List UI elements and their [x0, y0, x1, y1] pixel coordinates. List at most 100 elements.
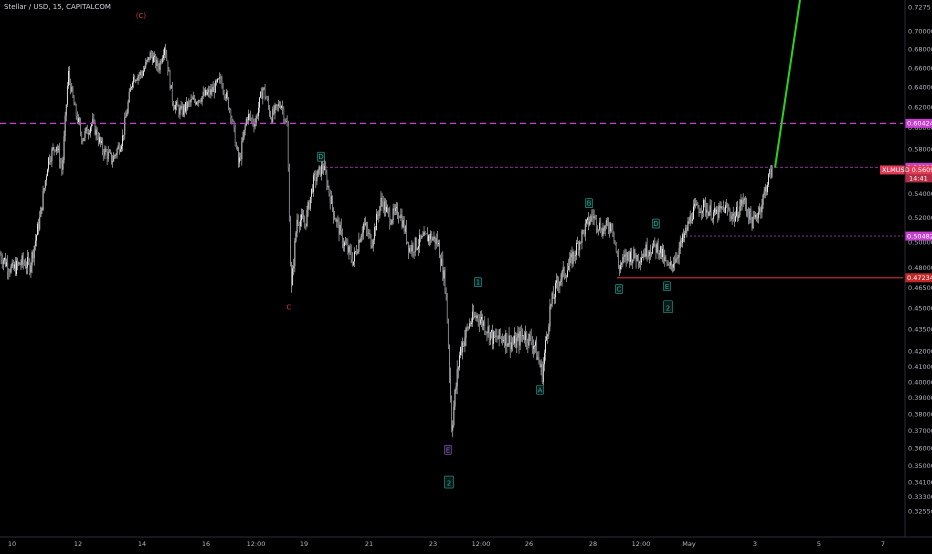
candle-body	[116, 155, 117, 156]
candle-body	[446, 292, 447, 294]
candle-body	[671, 262, 672, 265]
candle-body	[563, 267, 564, 271]
candle-body	[741, 200, 742, 206]
candle-body	[681, 240, 682, 243]
candle-body	[586, 220, 587, 224]
candle-body	[682, 234, 683, 243]
candle-body	[398, 217, 399, 218]
candle-body	[439, 243, 440, 258]
candle-body	[611, 224, 612, 230]
candle-body	[44, 188, 45, 191]
candle-body	[149, 57, 150, 60]
wave-label: 1	[475, 278, 482, 287]
candle-body	[399, 218, 400, 219]
candle-body	[577, 243, 578, 244]
candle-body	[138, 76, 139, 80]
candle-body	[34, 246, 35, 258]
candle-body	[311, 189, 312, 197]
candle-body	[402, 215, 403, 228]
candle-body	[696, 204, 697, 205]
candle-body	[182, 106, 183, 115]
candle-body	[272, 109, 273, 122]
candle-body	[322, 165, 323, 169]
candle-body	[510, 336, 511, 350]
candle-body	[424, 232, 425, 236]
candle-body	[27, 257, 28, 267]
candle-body	[468, 328, 469, 329]
candle-body	[723, 207, 724, 208]
candle-body	[347, 244, 348, 252]
candle-body	[400, 215, 401, 218]
candle-body	[565, 277, 566, 278]
candle-body	[465, 338, 466, 346]
candle-body	[127, 113, 128, 117]
candle-body	[559, 282, 560, 286]
candle-body	[113, 156, 114, 162]
candle-body	[29, 261, 30, 273]
candle-body	[552, 293, 553, 304]
candle-body	[757, 217, 758, 218]
candle-body	[243, 138, 244, 142]
candle-body	[361, 237, 362, 242]
candle-body	[573, 252, 574, 264]
candle-body	[372, 246, 373, 248]
candle-body	[716, 209, 717, 213]
candle-body	[505, 333, 506, 346]
wave-label-text: C	[287, 303, 292, 311]
candle-body	[207, 92, 208, 94]
candle-body	[132, 83, 133, 87]
candle-body	[227, 93, 228, 98]
candle-body	[173, 102, 174, 107]
candle-body	[414, 252, 415, 253]
candle-body	[8, 272, 9, 273]
candle-body	[410, 248, 411, 251]
candle-body	[256, 116, 257, 124]
candle-body	[406, 226, 407, 241]
candle-body	[310, 197, 311, 209]
wave-label-text: 1	[476, 279, 480, 287]
candle-body	[755, 215, 756, 218]
candle-body	[699, 208, 700, 213]
candle-body	[721, 206, 722, 208]
candle-body	[458, 367, 459, 369]
candle-body	[632, 259, 633, 263]
candle-body	[415, 238, 416, 252]
candle-body	[669, 265, 670, 266]
candle-body	[435, 237, 436, 244]
level-tag-0.60424-text: 0.60424	[907, 120, 932, 128]
candle-body	[413, 245, 414, 252]
candle-body	[139, 75, 140, 76]
wave-label: 2	[445, 476, 454, 488]
candle-body	[558, 283, 559, 286]
candle-body	[487, 332, 488, 333]
candle-body	[180, 108, 181, 114]
candle-body	[752, 219, 753, 229]
candle-body	[184, 106, 185, 112]
candle-body	[129, 92, 130, 102]
candle-body	[575, 255, 576, 256]
candle-body	[704, 200, 705, 203]
candle-body	[232, 118, 233, 120]
candle-body	[396, 207, 397, 208]
candle-body	[144, 68, 145, 71]
candle-body	[572, 254, 573, 265]
candle-body	[637, 255, 638, 261]
candle-body	[229, 109, 230, 110]
candle-body	[633, 249, 634, 259]
level-tag-0.60424: 0.60424	[905, 119, 932, 128]
candle-body	[24, 263, 25, 264]
candle-body	[529, 334, 530, 346]
candle-body	[763, 195, 764, 205]
candle-body	[440, 258, 441, 266]
candle-body	[301, 214, 302, 220]
candle-body	[636, 257, 637, 261]
candle-body	[54, 147, 55, 149]
current-price-tag: XLMUSD 0.5609714:41	[880, 165, 932, 182]
candle-body	[287, 121, 288, 126]
candle-body	[339, 221, 340, 235]
candle-body	[520, 331, 521, 345]
candle-body	[442, 259, 443, 278]
